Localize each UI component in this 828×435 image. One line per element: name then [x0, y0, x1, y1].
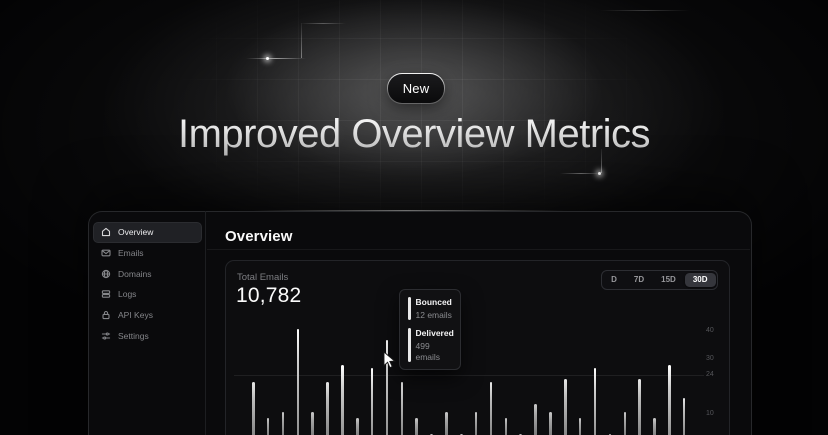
chart-bar[interactable] [534, 403, 537, 435]
mail-icon [101, 248, 111, 258]
y-axis-tick: 24 [706, 371, 714, 379]
tooltip-label: Bounced [415, 297, 452, 307]
metric-value: 10,782 [236, 284, 302, 307]
chart-bar[interactable] [415, 417, 418, 435]
chart-bar[interactable] [653, 417, 656, 435]
home-icon [101, 227, 111, 237]
date-range-control: D 7D 15D 30D [600, 270, 718, 290]
chart-tooltip: Bounced 12 emails Delivered 499 emails [399, 289, 461, 371]
y-axis-tick: 30 [706, 354, 714, 362]
y-axis-tick: 10 [706, 410, 714, 418]
chart-bar[interactable] [638, 378, 641, 435]
hero-title: Improved Overview Metrics [0, 112, 828, 157]
chart-bar[interactable] [474, 412, 478, 435]
page-title: Overview [225, 228, 293, 245]
y-axis-tick: 40 [706, 327, 714, 334]
range-button-15d[interactable]: 15D [653, 273, 684, 288]
sidebar-item-label: Emails [118, 248, 144, 259]
chart-bar[interactable] [311, 412, 314, 435]
logs-icon [101, 289, 111, 299]
panel-top-highlight [88, 210, 750, 211]
metric-label: Total Emails [237, 272, 289, 283]
tooltip-entry: Delivered 499 emails [408, 328, 454, 363]
chart-bar[interactable] [370, 367, 374, 435]
chart-bar[interactable] [564, 378, 567, 435]
header-divider [207, 249, 750, 250]
tooltip-value: 12 emails [415, 309, 452, 320]
chart-bar[interactable] [549, 412, 552, 435]
new-badge: New [387, 73, 445, 104]
chart-bar[interactable] [266, 417, 270, 435]
tooltip-label: Delivered [415, 328, 454, 339]
sidebar-item-emails[interactable]: Emails [93, 243, 202, 264]
sidebar-item-domains[interactable]: Domains [93, 263, 202, 284]
chart-bar[interactable] [445, 412, 448, 435]
chart-bar[interactable] [281, 412, 285, 435]
tooltip-accent-bar [408, 328, 411, 363]
chart-bar[interactable] [668, 365, 671, 435]
range-button-d[interactable]: D [603, 273, 625, 288]
tooltip-accent-bar [408, 297, 411, 321]
reference-gridline [234, 375, 704, 377]
globe-icon [101, 269, 111, 279]
tooltip-value: 499 emails [415, 340, 441, 362]
chart-bar[interactable] [296, 329, 300, 435]
chart-bar[interactable] [504, 417, 508, 435]
sidebar-item-settings[interactable]: Settings [93, 325, 202, 346]
sidebar-item-label: Overview [118, 227, 154, 238]
chart-bar[interactable] [682, 398, 686, 435]
chart-bar[interactable] [326, 381, 329, 435]
chart-bar[interactable] [252, 381, 255, 435]
chart-bar[interactable] [593, 367, 597, 435]
chart-bar[interactable] [356, 417, 359, 435]
sidebar: Overview Emails Domains Logs API Keys Se… [88, 211, 206, 435]
chart-bar[interactable] [489, 381, 493, 435]
range-button-7d[interactable]: 7D [626, 273, 652, 288]
sidebar-item-overview[interactable]: Overview [93, 222, 202, 243]
sidebar-item-label: Logs [118, 289, 137, 300]
new-badge-label: New [402, 81, 430, 96]
sidebar-nav: Overview Emails Domains Logs API Keys Se… [93, 222, 202, 346]
chart-bar[interactable] [385, 340, 389, 435]
sidebar-item-label: Settings [118, 330, 149, 341]
chart-bar[interactable] [341, 365, 344, 435]
sidebar-item-label: Domains [118, 268, 152, 279]
chart-bar[interactable] [623, 412, 626, 435]
total-emails-card: Total Emails 10,782 D 7D 15D 30D 40 30 24 10 B… [225, 260, 730, 435]
lock-icon [101, 310, 111, 320]
sidebar-item-logs[interactable]: Logs [93, 284, 202, 305]
sidebar-item-api-keys[interactable]: API Keys [93, 305, 202, 326]
chart-bar[interactable] [400, 381, 404, 435]
sidebar-item-label: API Keys [118, 310, 153, 321]
mouse-cursor [383, 351, 396, 369]
tooltip-entry: Bounced 12 emails [408, 297, 452, 321]
range-button-30d[interactable]: 30D [684, 272, 716, 288]
sliders-icon [101, 331, 111, 341]
chart-bar[interactable] [578, 417, 582, 435]
